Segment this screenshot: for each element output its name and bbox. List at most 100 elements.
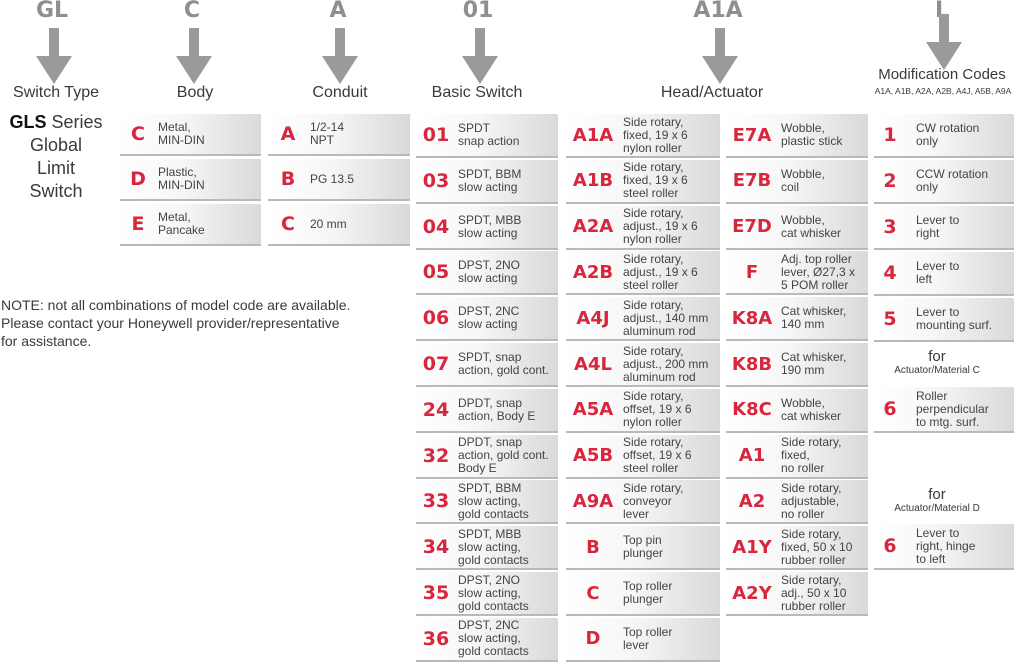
- option-code: D: [130, 168, 146, 190]
- series-name: GLS: [9, 112, 47, 132]
- option-code: K8C: [732, 399, 772, 421]
- head-actuator-option: A4J Side rotary, adjust., 140 mm aluminum…: [566, 297, 720, 342]
- basic-switch-option: 04 SPDT, MBB slow acting: [416, 205, 558, 250]
- option-code: A2B: [572, 261, 614, 283]
- arrow-down-icon: [36, 28, 72, 84]
- head-actuator-option: K8A Cat whisker, 140 mm: [726, 297, 868, 342]
- arrow-down-icon: [462, 28, 498, 84]
- option-description: SPDT, BBM slow acting, gold contacts: [458, 480, 529, 521]
- option-code: F: [745, 261, 759, 283]
- basic-switch-option: 07 SPDT, snap action, gold cont.: [416, 343, 558, 387]
- note-line: Please contact your Honeywell provider/r…: [1, 315, 340, 331]
- head-actuator-option: A1 Side rotary, fixed, no roller: [726, 434, 868, 479]
- option-code: 06: [422, 307, 450, 330]
- option-description: Side rotary, adj., 50 x 10 rubber roller: [781, 572, 847, 613]
- head-actuator-option: C Top roller plunger: [566, 572, 720, 616]
- option-description: Roller perpendicular to mtg. surf.: [916, 388, 989, 429]
- basic-switch-option: 35 DPST, 2NO slow acting, gold contacts: [416, 572, 558, 616]
- option-code: 33: [422, 490, 450, 513]
- availability-note: NOTE: not all combinations of model code…: [1, 296, 350, 350]
- option-code: K8B: [731, 353, 773, 375]
- heading-basic-switch: Basic Switch: [431, 84, 523, 101]
- option-description: Side rotary, fixed, 19 x 6 steel roller: [623, 160, 688, 201]
- modification-option: 3 Lever to right: [874, 206, 1014, 250]
- code-body: C: [183, 0, 201, 23]
- option-description: Top pin plunger: [623, 533, 664, 561]
- option-code: 35: [422, 582, 450, 604]
- head-actuator-option: K8C Wobble, cat whisker: [726, 388, 868, 433]
- option-description: DPST, 2NC slow acting: [458, 304, 520, 332]
- option-description: Side rotary, conveyor lever: [623, 480, 684, 521]
- option-code: 32: [422, 444, 450, 467]
- option-description: DPDT, snap action, Body E: [458, 395, 536, 423]
- option-description: Side rotary, offset, 19 x 6 steel roller: [623, 435, 692, 476]
- option-description: Wobble, cat whisker: [781, 395, 842, 423]
- head-actuator-option: F Adj. top roller lever, Ø27,3 x 5 POM ro…: [726, 251, 868, 296]
- option-description: SPDT, MBB slow acting: [458, 212, 522, 240]
- for-sublabel: Actuator/Material D: [894, 503, 980, 514]
- basic-switch-option: 24 DPDT, snap action, Body E: [416, 388, 558, 433]
- code-basic-switch: 01: [462, 0, 494, 23]
- option-code: 03: [422, 169, 450, 192]
- option-code: 5: [883, 308, 897, 330]
- basic-switch-option: 03 SPDT, BBM slow acting: [416, 159, 558, 204]
- option-code: C: [586, 582, 600, 604]
- modification-option: 4 Lever to left: [874, 252, 1014, 296]
- option-code: 36: [422, 627, 450, 650]
- option-description: DPST, 2NC slow acting, gold contacts: [458, 618, 529, 659]
- option-code: E: [131, 213, 145, 235]
- option-code: E7B: [732, 170, 772, 192]
- option-code: A2: [738, 490, 766, 512]
- option-description: Side rotary, adjust., 19 x 6 steel rolle…: [623, 251, 698, 292]
- head-actuator-option: D Top roller lever: [566, 617, 720, 662]
- basic-switch-option: 05 DPST, 2NO slow acting: [416, 251, 558, 296]
- option-description: Side rotary, fixed, no roller: [781, 435, 842, 476]
- option-code: 6: [883, 535, 897, 557]
- head-actuator-option: A5A Side rotary, offset, 19 x 6 nylon rol…: [566, 388, 720, 433]
- heading-body: Body: [176, 84, 214, 101]
- option-description: DPDT, snap action, gold cont. Body E: [458, 435, 549, 476]
- switch-type-description: GLS Series Global Limit Switch: [0, 111, 112, 203]
- option-code: A2A: [572, 216, 614, 238]
- arrow-down-icon: [176, 28, 212, 84]
- head-actuator-option: E7D Wobble, cat whisker: [726, 205, 868, 250]
- body-option: E Metal, Pancake: [120, 204, 261, 246]
- heading-modification-sub: A1A, A1B, A2A, A2B, A4J, A5B, A9A: [874, 86, 1012, 96]
- head-actuator-option: A2Y Side rotary, adj., 50 x 10 rubber rol…: [726, 572, 868, 616]
- basic-switch-option: 36 DPST, 2NC slow acting, gold contacts: [416, 617, 558, 662]
- option-code: D: [585, 628, 601, 650]
- option-description: Lever to mounting surf.: [916, 305, 993, 332]
- head-actuator-option: A1B Side rotary, fixed, 19 x 6 steel roll…: [566, 159, 720, 204]
- head-actuator-option: A2 Side rotary, adjustable, no roller: [726, 480, 868, 525]
- note-line: for assistance.: [1, 333, 92, 349]
- option-code: 3: [883, 216, 897, 238]
- heading-modification: Modification Codes: [878, 66, 1006, 83]
- option-code: B: [586, 536, 600, 558]
- option-description: Wobble, plastic stick: [781, 121, 843, 148]
- body-option: D Plastic, MIN-DIN: [120, 159, 261, 201]
- arrow-down-icon: [926, 14, 962, 70]
- option-description: Wobble, cat whisker: [781, 212, 842, 240]
- option-description: SPDT, BBM slow acting: [458, 166, 522, 194]
- option-description: SPDT, MBB slow acting, gold contacts: [458, 526, 529, 567]
- head-actuator-option: A1A Side rotary, fixed, 19 x 6 nylon roll…: [566, 114, 720, 158]
- conduit-option: C 20 mm: [268, 204, 410, 246]
- modification-option: 6 Lever to right, hinge to left: [874, 524, 1014, 570]
- option-description: Wobble, coil: [781, 166, 825, 194]
- option-description: Side rotary, adjust., 200 mm aluminum ro…: [623, 343, 709, 384]
- option-description: Cat whisker, 190 mm: [781, 350, 847, 377]
- head-actuator-option: A2A Side rotary, adjust., 19 x 6 nylon ro…: [566, 205, 720, 250]
- option-code: 6: [883, 398, 897, 420]
- option-description: Side rotary, fixed, 50 x 10 rubber rolle…: [781, 526, 853, 567]
- option-description: SPDT, snap action, gold cont.: [458, 350, 549, 377]
- option-code: A1Y: [732, 536, 772, 558]
- option-description: Top roller lever: [623, 624, 673, 652]
- modification-option: 5 Lever to mounting surf.: [874, 298, 1014, 342]
- basic-switch-option: 34 SPDT, MBB slow acting, gold contacts: [416, 526, 558, 571]
- option-description: Adj. top roller lever, Ø27,3 x 5 POM rol…: [781, 251, 856, 292]
- head-actuator-option: A2B Side rotary, adjust., 19 x 6 steel ro…: [566, 251, 720, 296]
- option-code: C: [281, 213, 295, 235]
- heading-head-actuator: Head/Actuator: [660, 84, 764, 101]
- heading-conduit: Conduit: [312, 84, 368, 101]
- option-code: A1: [738, 445, 766, 467]
